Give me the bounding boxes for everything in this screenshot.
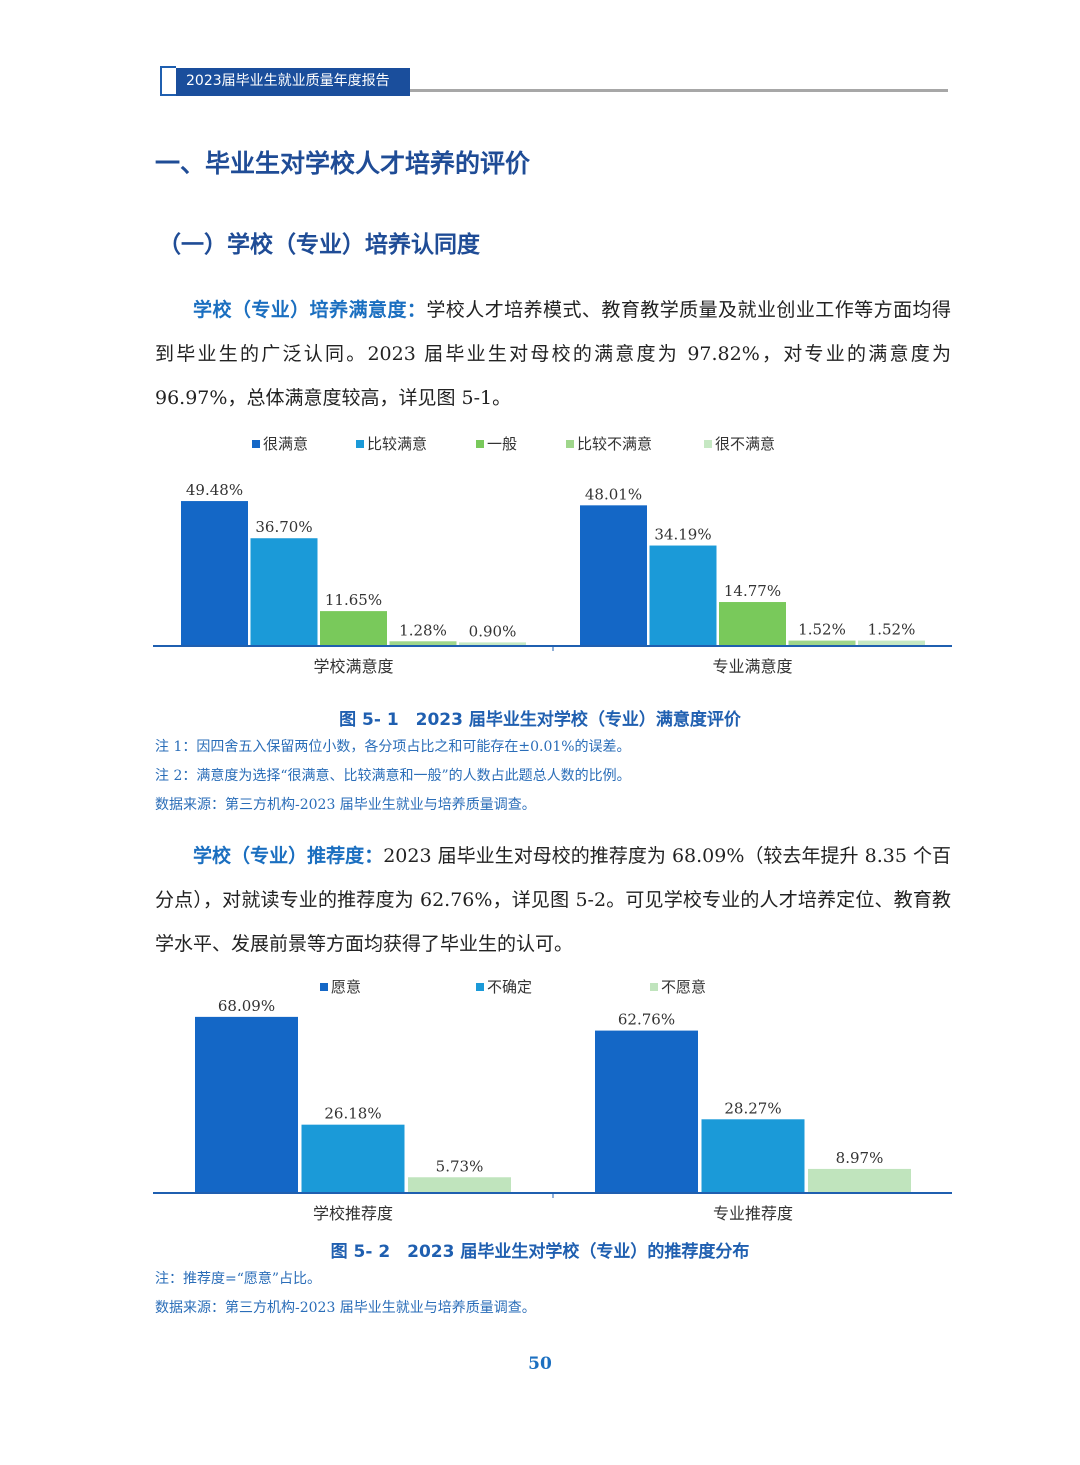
legend-label: 不确定	[487, 978, 532, 996]
data-label: 68.09%	[218, 997, 275, 1015]
header-bracket	[160, 66, 176, 96]
figure1-note-2: 注 2：满意度为选择“很满意、比较满意和一般”的人数占此题总人数的比例。	[155, 768, 631, 784]
subsection-heading: （一）学校（专业）培养认同度	[158, 232, 480, 258]
data-label: 48.01%	[585, 485, 642, 503]
data-label: 11.65%	[325, 591, 382, 609]
recommendation-text: 2023 届毕业生对母校的推荐度为 68.09%（较去年提升 8.35 个百分点…	[155, 845, 951, 955]
bar	[858, 640, 925, 645]
section-heading: 一、毕业生对学校人才培养的评价	[155, 149, 531, 178]
data-label: 28.27%	[724, 1099, 781, 1117]
bar	[181, 501, 248, 645]
legend-swatch	[704, 440, 712, 448]
bar	[595, 1030, 698, 1192]
category-label: 专业满意度	[712, 657, 792, 676]
data-label: 14.77%	[724, 582, 781, 600]
legend-label: 比较满意	[367, 435, 427, 453]
category-label: 学校满意度	[313, 657, 393, 676]
figure2-source: 数据来源：第三方机构-2023 届毕业生就业与培养质量调查。	[155, 1300, 536, 1316]
satisfaction-paragraph: 学校（专业）培养满意度：学校人才培养模式、教育教学质量及就业创业工作等方面均得到…	[155, 288, 951, 420]
bar	[701, 1119, 805, 1192]
data-label: 1.28%	[399, 621, 447, 639]
recommendation-chart-svg: 愿意 不确定 不愿意 68.09% 26.18% 5.73% 学校推荐度 62.76% 28.2…	[153, 978, 952, 1223]
legend-label: 愿意	[331, 978, 361, 996]
header-rule	[410, 89, 948, 92]
figure2-note: 注：推荐度=“愿意”占比。	[155, 1271, 322, 1287]
legend-swatch	[476, 983, 484, 991]
figure1-caption: 图 5- 1 2023 届毕业生对学校（专业）满意度评价	[339, 710, 741, 730]
bar	[389, 641, 457, 645]
satisfaction-chart: 很满意 比较满意 一般 比较不满意 很不满意 49.48% 36.70% 11.65% 1.28…	[150, 425, 960, 689]
data-label: 1.52%	[798, 621, 846, 639]
category-label: 学校推荐度	[313, 1204, 393, 1223]
legend-swatch	[356, 440, 364, 448]
legend-label: 很不满意	[715, 435, 775, 453]
recommendation-paragraph: 学校（专业）推荐度：2023 届毕业生对母校的推荐度为 68.09%（较去年提升…	[155, 834, 951, 966]
figure1-source: 数据来源：第三方机构-2023 届毕业生就业与培养质量调查。	[155, 797, 536, 813]
bar	[580, 505, 647, 645]
data-label: 26.18%	[324, 1105, 381, 1123]
recommendation-lead: 学校（专业）推荐度：	[193, 845, 384, 867]
bar	[250, 538, 318, 645]
legend-swatch	[476, 440, 484, 448]
bar	[719, 602, 786, 645]
legend-label: 不愿意	[661, 978, 706, 996]
satisfaction-chart-svg: 很满意 比较满意 一般 比较不满意 很不满意 49.48% 36.70% 11.65% 1.28…	[153, 435, 952, 676]
satisfaction-lead: 学校（专业）培养满意度：	[193, 299, 427, 321]
data-label: 34.19%	[654, 526, 711, 544]
legend-swatch	[320, 983, 328, 991]
report-header-title: 2023届毕业生就业质量年度报告	[176, 68, 410, 94]
category-label: 专业推荐度	[713, 1204, 793, 1223]
data-label: 1.52%	[868, 621, 916, 639]
bar	[788, 640, 856, 645]
figure1-note-1: 注 1：因四舍五入保留两位小数，各分项占比之和可能存在±0.01%的误差。	[155, 739, 631, 755]
bar	[649, 545, 717, 645]
data-label: 49.48%	[186, 481, 243, 499]
legend-swatch	[650, 983, 658, 991]
legend-label: 比较不满意	[577, 435, 652, 453]
bar	[195, 1016, 298, 1192]
data-label: 62.76%	[618, 1011, 675, 1029]
data-label: 5.73%	[436, 1157, 484, 1175]
legend-swatch	[566, 440, 574, 448]
bar	[320, 611, 387, 645]
satisfaction-text: 学校人才培养模式、教育教学质量及就业创业工作等方面均得到毕业生的广泛认同。202…	[155, 299, 951, 409]
bar	[301, 1124, 405, 1192]
legend-label: 一般	[487, 435, 517, 453]
header-underline	[176, 94, 410, 96]
figure2-caption: 图 5- 2 2023 届毕业生对学校（专业）的推荐度分布	[330, 1242, 750, 1262]
bar	[408, 1177, 511, 1192]
bar	[459, 642, 526, 645]
legend-swatch	[252, 440, 260, 448]
data-label: 36.70%	[255, 518, 312, 536]
recommendation-chart: 愿意 不确定 不愿意 68.09% 26.18% 5.73% 学校推荐度 62.76% 28.2…	[150, 968, 960, 1232]
legend-label: 很满意	[263, 435, 308, 453]
data-label: 0.90%	[469, 622, 517, 640]
data-label: 8.97%	[836, 1149, 884, 1167]
page-number: 50	[528, 1354, 552, 1374]
bar	[808, 1168, 911, 1192]
